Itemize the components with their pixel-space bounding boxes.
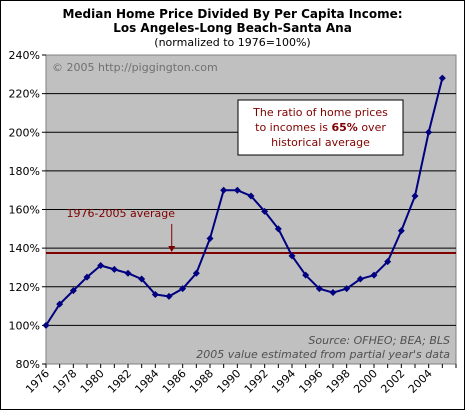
x-tick-label: 1988 xyxy=(187,367,216,396)
data-point xyxy=(206,234,214,242)
x-tick-label: 2004 xyxy=(406,367,435,396)
data-point xyxy=(315,285,323,293)
data-point xyxy=(438,74,446,82)
data-point xyxy=(356,275,364,283)
data-point xyxy=(220,186,228,194)
x-tick-label: 1992 xyxy=(242,367,271,396)
chart-subtitle: (normalized to 1976=100%) xyxy=(154,36,311,49)
annotation-box xyxy=(237,99,404,156)
data-point xyxy=(124,269,132,277)
source-note: Source: OFHEO; BEA; BLS xyxy=(308,334,450,347)
y-tick-label: 160% xyxy=(9,204,40,217)
data-point xyxy=(329,289,337,297)
data-point xyxy=(138,275,146,283)
y-tick-label: 180% xyxy=(9,165,40,178)
y-tick-label: 240% xyxy=(9,49,40,62)
y-tick-label: 220% xyxy=(9,88,40,101)
data-point xyxy=(384,258,392,266)
x-tick-label: 1998 xyxy=(324,367,353,396)
data-point xyxy=(165,292,173,300)
data-point xyxy=(261,207,269,215)
data-point xyxy=(42,321,50,329)
x-tick-label: 1984 xyxy=(132,367,161,396)
data-point xyxy=(274,225,282,233)
x-tick-label: 1976 xyxy=(23,367,52,396)
chart-title-line-1: Median Home Price Divided By Per Capita … xyxy=(62,7,403,21)
y-tick-label: 140% xyxy=(9,242,40,255)
data-point xyxy=(397,227,405,235)
data-point xyxy=(302,271,310,279)
data-point xyxy=(343,285,351,293)
x-tick-label: 1994 xyxy=(269,367,298,396)
data-point xyxy=(288,252,296,260)
data-point xyxy=(425,128,433,136)
annotation-percent: 65% xyxy=(331,121,357,134)
data-point xyxy=(110,265,118,273)
x-tick-label: 1990 xyxy=(214,367,243,396)
annotation-line-2: to incomes is 65% over xyxy=(255,121,386,134)
y-tick-label: 120% xyxy=(9,281,40,294)
y-tick-label: 100% xyxy=(9,319,40,332)
y-tick-label: 80% xyxy=(16,358,40,371)
data-point xyxy=(97,262,105,270)
data-point xyxy=(192,269,200,277)
annotation-line-3: historical average xyxy=(271,136,370,149)
data-point xyxy=(69,287,77,295)
x-tick-label: 2002 xyxy=(378,367,407,396)
average-label: 1976-2005 average xyxy=(67,207,176,220)
x-tick-label: 1980 xyxy=(78,367,107,396)
data-point xyxy=(233,186,241,194)
y-tick-label: 200% xyxy=(9,126,40,139)
x-tick-label: 1982 xyxy=(105,367,134,396)
x-tick-label: 1996 xyxy=(296,367,325,396)
x-tick-label: 1978 xyxy=(50,367,79,396)
data-point xyxy=(83,273,91,281)
data-point xyxy=(370,271,378,279)
data-point xyxy=(151,290,159,298)
data-point xyxy=(411,192,419,200)
annotation-line-1: The ratio of home prices xyxy=(252,106,388,119)
estimate-note: 2005 value estimated from partial year's… xyxy=(196,348,450,361)
data-point xyxy=(247,192,255,200)
average-arrow-head xyxy=(168,245,176,252)
annotation-text-part: over xyxy=(358,121,387,134)
x-tick-label: 1986 xyxy=(160,367,189,396)
annotation-text-part: to incomes is xyxy=(255,121,331,134)
x-tick-label: 2000 xyxy=(351,367,380,396)
data-point xyxy=(56,300,64,308)
data-point xyxy=(179,285,187,293)
watermark-text: © 2005 http://piggington.com xyxy=(52,61,218,74)
chart-title-line-2: Los Angeles-Long Beach-Santa Ana xyxy=(113,21,352,35)
